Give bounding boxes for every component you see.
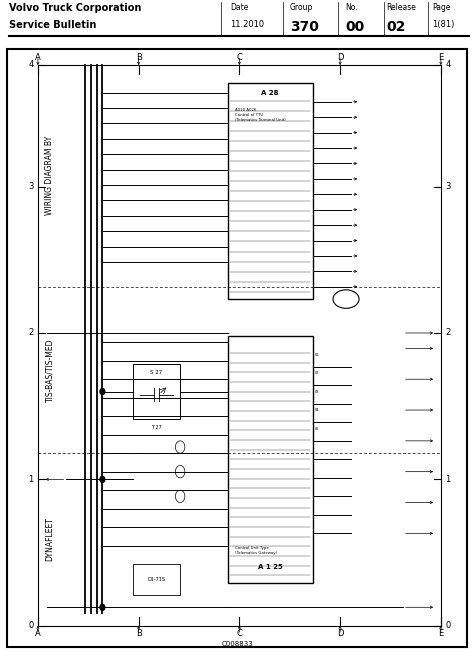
Text: 1: 1 [445, 475, 451, 484]
Text: Page: Page [432, 3, 451, 12]
Text: 02: 02 [315, 371, 319, 375]
Text: 1(81): 1(81) [432, 20, 455, 29]
Text: No.: No. [345, 3, 358, 12]
Text: B: B [136, 53, 142, 62]
Text: A: A [35, 53, 41, 62]
Text: 05: 05 [315, 427, 319, 431]
Text: 0: 0 [445, 621, 451, 630]
Text: A 28: A 28 [262, 90, 279, 96]
Text: 1: 1 [28, 475, 34, 484]
Text: 04: 04 [315, 408, 319, 412]
Bar [228, 83, 313, 299]
Text: 2: 2 [445, 328, 451, 338]
Circle shape [100, 476, 105, 482]
Text: D: D [337, 53, 343, 62]
Text: 0: 0 [28, 621, 34, 630]
Text: 4: 4 [445, 60, 451, 70]
Text: 3: 3 [445, 182, 451, 191]
Bar [38, 65, 441, 626]
Text: D1-71S: D1-71S [147, 577, 165, 582]
Text: Volvo Truck Corporation: Volvo Truck Corporation [9, 3, 142, 13]
Text: 02: 02 [386, 20, 406, 34]
Text: Release: Release [386, 3, 416, 12]
Text: C: C [237, 53, 242, 62]
Text: 370: 370 [290, 20, 319, 34]
Text: 3: 3 [28, 182, 34, 191]
Circle shape [100, 604, 105, 610]
Circle shape [100, 389, 105, 395]
Text: C008833: C008833 [221, 641, 253, 647]
Text: 4: 4 [28, 60, 34, 70]
Text: 2: 2 [28, 328, 34, 338]
Bar [133, 564, 180, 595]
Text: WIRING DIAGRAM BY: WIRING DIAGRAM BY [46, 136, 54, 216]
Text: 03: 03 [315, 389, 319, 393]
Text: E: E [438, 53, 444, 62]
Text: D: D [337, 628, 343, 638]
Text: B: B [136, 628, 142, 638]
Text: 11.2010: 11.2010 [230, 20, 264, 29]
Text: Control Unit Type
(Telematics Gateway): Control Unit Type (Telematics Gateway) [235, 546, 277, 555]
Bar [228, 336, 313, 583]
Text: A010 A026
Control of TTU
(Telematics Terminal Unit): A010 A026 Control of TTU (Telematics Ter… [235, 108, 285, 122]
Text: S 27: S 27 [150, 370, 163, 375]
Text: Service Bulletin: Service Bulletin [9, 19, 97, 29]
Text: Date: Date [230, 3, 248, 12]
Text: A 1 25: A 1 25 [258, 564, 283, 570]
Text: DYNAFLEET: DYNAFLEET [46, 517, 54, 561]
Text: T 27: T 27 [151, 425, 162, 430]
Text: 00: 00 [345, 20, 365, 34]
Text: E: E [438, 628, 444, 638]
Text: A: A [35, 628, 41, 638]
Text: 01: 01 [315, 352, 319, 356]
Bar [133, 364, 180, 419]
Text: Group: Group [290, 3, 313, 12]
Text: TIS-BAS/TIS-MED: TIS-BAS/TIS-MED [46, 338, 54, 402]
Text: C: C [237, 628, 242, 638]
